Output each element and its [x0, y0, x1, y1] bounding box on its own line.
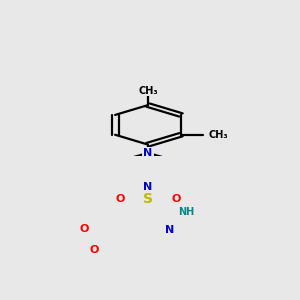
Text: N: N: [143, 148, 153, 158]
Text: S: S: [143, 192, 153, 206]
Text: O: O: [80, 224, 89, 234]
Text: O: O: [115, 194, 125, 204]
Text: N: N: [166, 225, 175, 235]
Text: O: O: [171, 194, 181, 204]
Text: CH₃: CH₃: [138, 85, 158, 95]
Text: O: O: [90, 245, 99, 255]
Text: N: N: [143, 182, 153, 192]
Text: NH: NH: [178, 207, 194, 217]
Text: CH₃: CH₃: [209, 130, 229, 140]
